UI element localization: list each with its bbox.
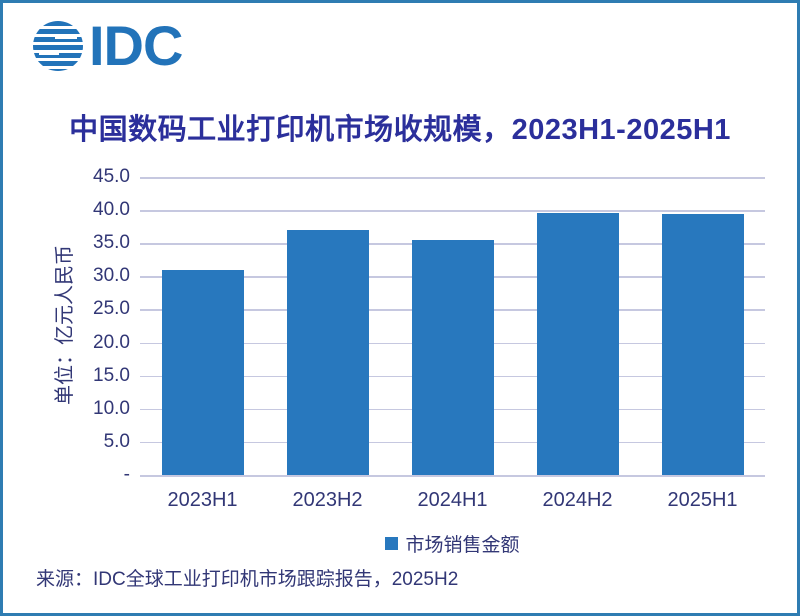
legend-swatch <box>385 537 399 550</box>
y-tick-label: 15.0 <box>93 364 130 386</box>
y-axis-title: 单位：亿元人民币 <box>54 245 76 405</box>
chart-title: 中国数码工业打印机市场收规模，2023H1-2025H1 <box>69 114 731 146</box>
source-note: 来源：IDC全球工业打印机市场跟踪报告，2025H2 <box>36 569 459 590</box>
gridline <box>140 210 765 212</box>
legend: 市场销售金额 <box>140 530 765 557</box>
idc-logo-text: IDC <box>89 14 183 77</box>
y-tick-label: 10.0 <box>93 397 130 419</box>
x-tick-label: 2023H1 <box>167 489 238 511</box>
y-tick-label: - <box>123 464 130 485</box>
x-tick-label: 2023H2 <box>292 489 363 511</box>
x-tick-label: 2024H2 <box>542 489 613 511</box>
gridline <box>140 475 765 477</box>
idc-logo: IDC <box>33 14 183 77</box>
x-tick-label: 2025H1 <box>667 489 738 511</box>
gridline <box>140 177 765 179</box>
bar-2023H1 <box>161 269 244 475</box>
y-tick-label: 45.0 <box>93 166 130 187</box>
bar-2023H2 <box>286 229 369 475</box>
y-tick-label: 40.0 <box>93 199 130 221</box>
y-tick-label: 5.0 <box>103 430 130 452</box>
bar-2024H1 <box>411 239 494 475</box>
y-tick-label: 20.0 <box>93 331 130 353</box>
bar-2024H2 <box>536 212 619 475</box>
y-tick-label: 25.0 <box>93 298 130 320</box>
bar-2025H1 <box>661 214 744 475</box>
legend-label: 市场销售金额 <box>405 535 520 556</box>
idc-globe-icon <box>33 21 83 71</box>
y-tick-label: 35.0 <box>93 232 130 254</box>
y-tick-label: 30.0 <box>93 265 130 287</box>
x-tick-label: 2024H1 <box>417 489 488 511</box>
